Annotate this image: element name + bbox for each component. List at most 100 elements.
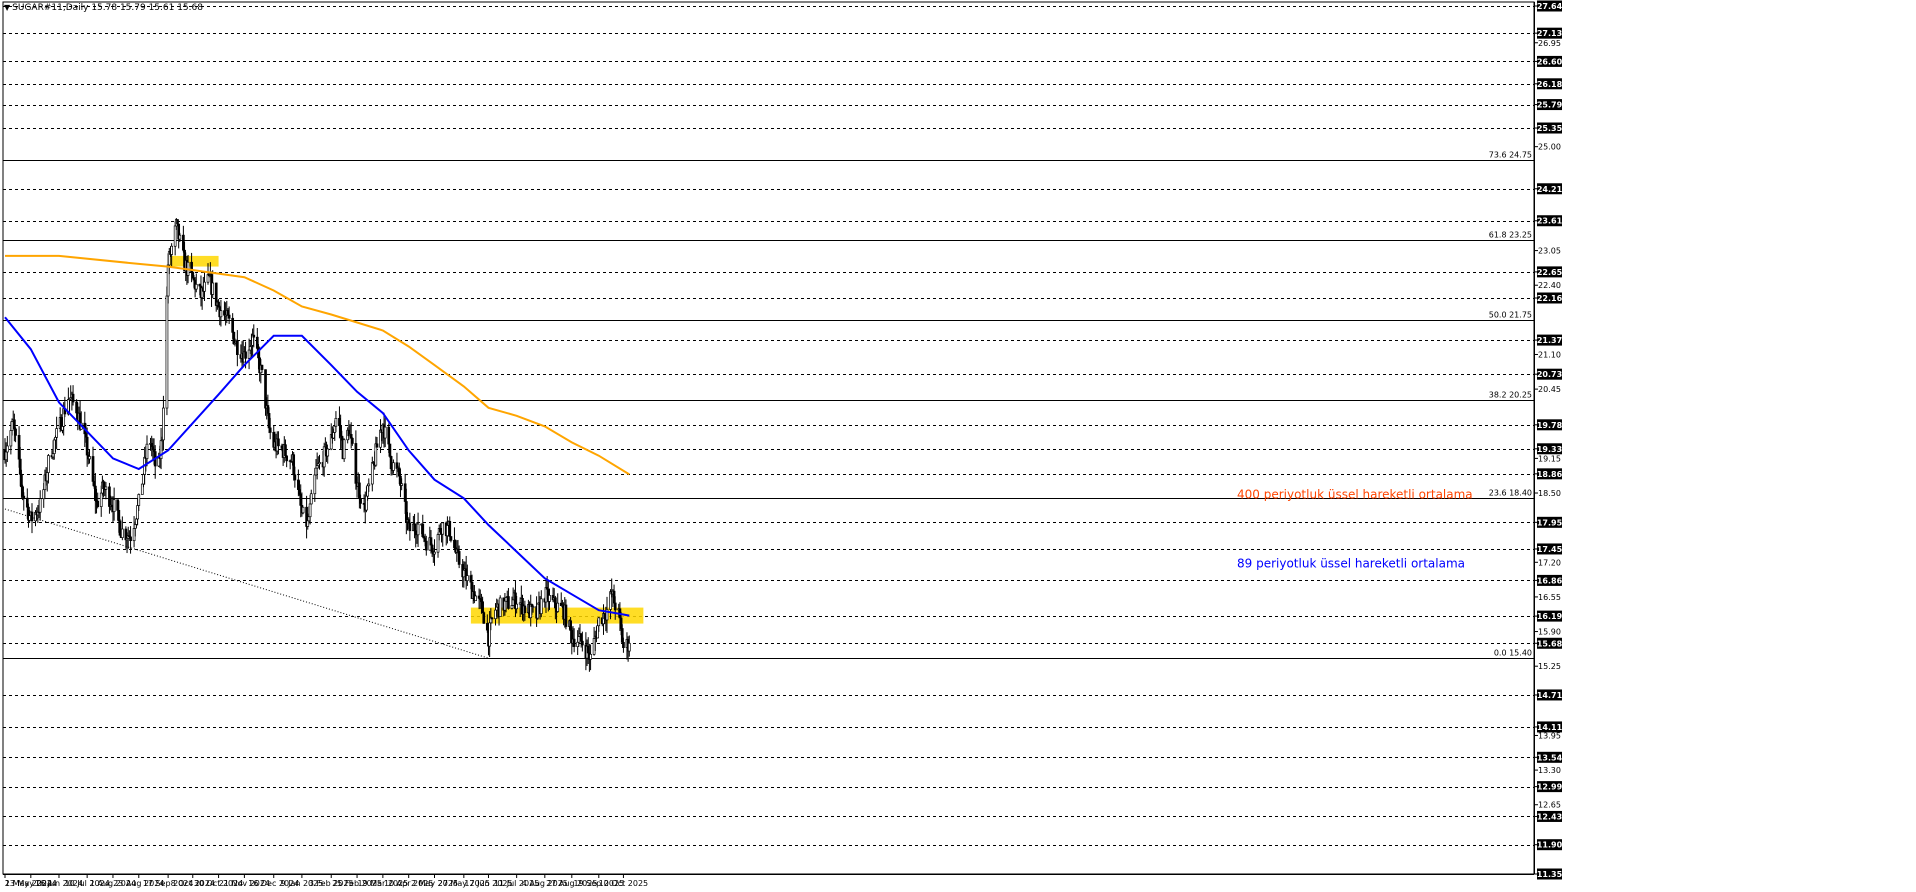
candle-body: [498, 597, 502, 617]
time-axis-label: 10 Oct 2025: [599, 879, 648, 888]
price-label-box: [1537, 468, 1562, 480]
price-axis-label: 16.19: [1537, 612, 1563, 621]
price-label-box: [1537, 751, 1562, 763]
candle-body: [308, 503, 312, 518]
candle-body: [485, 623, 489, 631]
candle-body: [375, 443, 379, 448]
time-axis-label: 27 May 2025: [438, 879, 490, 888]
candle-body: [424, 540, 428, 551]
candle-body: [22, 495, 26, 499]
candle-body: [370, 462, 374, 485]
candle-body: [231, 317, 235, 333]
fibonacci-level-label: 73.6 24.75: [1489, 151, 1532, 160]
candle-body: [400, 483, 403, 486]
candle-body: [326, 448, 330, 457]
candle-body: [244, 351, 247, 359]
price-axis-label: 27.13: [1537, 29, 1562, 38]
candle-body: [523, 605, 527, 614]
price-label-box: [1537, 419, 1562, 431]
candle-body: [466, 575, 469, 581]
time-axis-label: 19 Mar 2025: [358, 879, 409, 888]
price-axis-label: 21.10: [1538, 350, 1561, 359]
candle-body: [14, 428, 17, 436]
price-label-box: [1537, 368, 1562, 380]
price-axis-label: 14.11: [1537, 723, 1563, 732]
price-label-box: [1537, 99, 1562, 111]
time-axis-label: 21 Nov 2024: [219, 879, 270, 888]
dropdown-triangle-icon[interactable]: ▼: [4, 3, 11, 12]
dotted-trendline: [4, 508, 489, 659]
candle-body: [309, 493, 313, 505]
symbol-header: ▼ SUGAR#11,Daily 15.78 15.79 15.61 15.68: [4, 3, 203, 13]
price-axis-label: 15.25: [1538, 662, 1561, 671]
time-axis-label: 10 Apr 2025: [384, 879, 433, 888]
candle-body: [5, 445, 9, 453]
candle-body: [277, 438, 280, 447]
time-axis-label: 1 Aug 2024: [90, 879, 136, 888]
price-axis-label: 27.64: [1537, 2, 1563, 11]
price-label-box: [1537, 122, 1562, 134]
fibonacci-level-label: 38.2 20.25: [1489, 391, 1532, 400]
candle-body: [515, 603, 518, 610]
ema89-annotation: 89 periyotluk üssel hareketli ortalama: [1237, 557, 1465, 571]
price-label-box: [1537, 0, 1562, 12]
time-axis-label: 1 May 2024: [5, 879, 52, 888]
candle-body: [252, 334, 256, 338]
candle-body: [622, 642, 625, 648]
plot-frame: [2, 1, 1535, 875]
price-label-box: [1537, 215, 1562, 227]
price-axis-label: 24.21: [1537, 185, 1563, 194]
price-axis-label: 20.45: [1538, 385, 1561, 394]
candle-body: [507, 596, 510, 609]
candle-body: [120, 528, 124, 538]
candle-body: [112, 499, 116, 512]
candle-body: [162, 407, 165, 441]
candle-body: [301, 506, 305, 514]
candle-body: [383, 426, 387, 439]
current-price-label-box: [1537, 637, 1562, 649]
price-axis-label: 21.37: [1537, 336, 1562, 345]
support-resistance-zones: [168, 255, 644, 624]
price-axis-label: 12.43: [1537, 812, 1562, 821]
price-axis-label: 26.95: [1538, 39, 1561, 48]
highlight-zone: [470, 607, 644, 624]
price-axis-label: 17.20: [1538, 558, 1561, 567]
candle-body: [129, 536, 132, 542]
price-axis-label: 22.40: [1538, 281, 1561, 290]
ema400-annotation: 400 periyotluk üssel hareketli ortalama: [1237, 487, 1473, 501]
candle-body: [548, 595, 551, 602]
candle-body: [462, 569, 466, 578]
candle-body: [118, 520, 122, 536]
candle-body: [334, 417, 338, 427]
fibonacci-level-label: 50.0 21.75: [1489, 311, 1532, 320]
candle-body: [351, 437, 354, 444]
price-axis-label: 25.79: [1537, 101, 1563, 110]
candle-body: [145, 443, 149, 460]
price-label-box: [1537, 689, 1562, 701]
time-axis-label: 25 Feb 2025: [332, 879, 382, 888]
time-axis-label: 16 Jun 2024: [35, 879, 83, 888]
time-axis-label: 23 May 2024: [5, 879, 57, 888]
horizontal-levels: [3, 6, 1534, 875]
candle-body: [577, 636, 581, 643]
candle-body: [359, 498, 362, 504]
candle-body: [388, 443, 392, 457]
price-axis-label: 16.86: [1537, 576, 1563, 585]
candle-body: [482, 612, 486, 624]
price-axis-label: 22.65: [1537, 268, 1563, 277]
candle-body: [194, 283, 198, 290]
candle-body: [137, 494, 141, 506]
candle-body: [556, 602, 560, 612]
price-axis-label: 13.95: [1538, 731, 1561, 740]
candle-body: [387, 426, 391, 445]
ema400-line: [5, 254, 630, 476]
price-label-box: [1537, 839, 1562, 851]
time-axis-label: 23 Aug 2024: [113, 879, 164, 888]
time-axis-label: 17 Jun 2025: [464, 879, 512, 888]
candle-body: [203, 281, 206, 292]
candle-body: [47, 455, 50, 473]
time-axis-label: 10 Jul 2024: [65, 879, 110, 888]
